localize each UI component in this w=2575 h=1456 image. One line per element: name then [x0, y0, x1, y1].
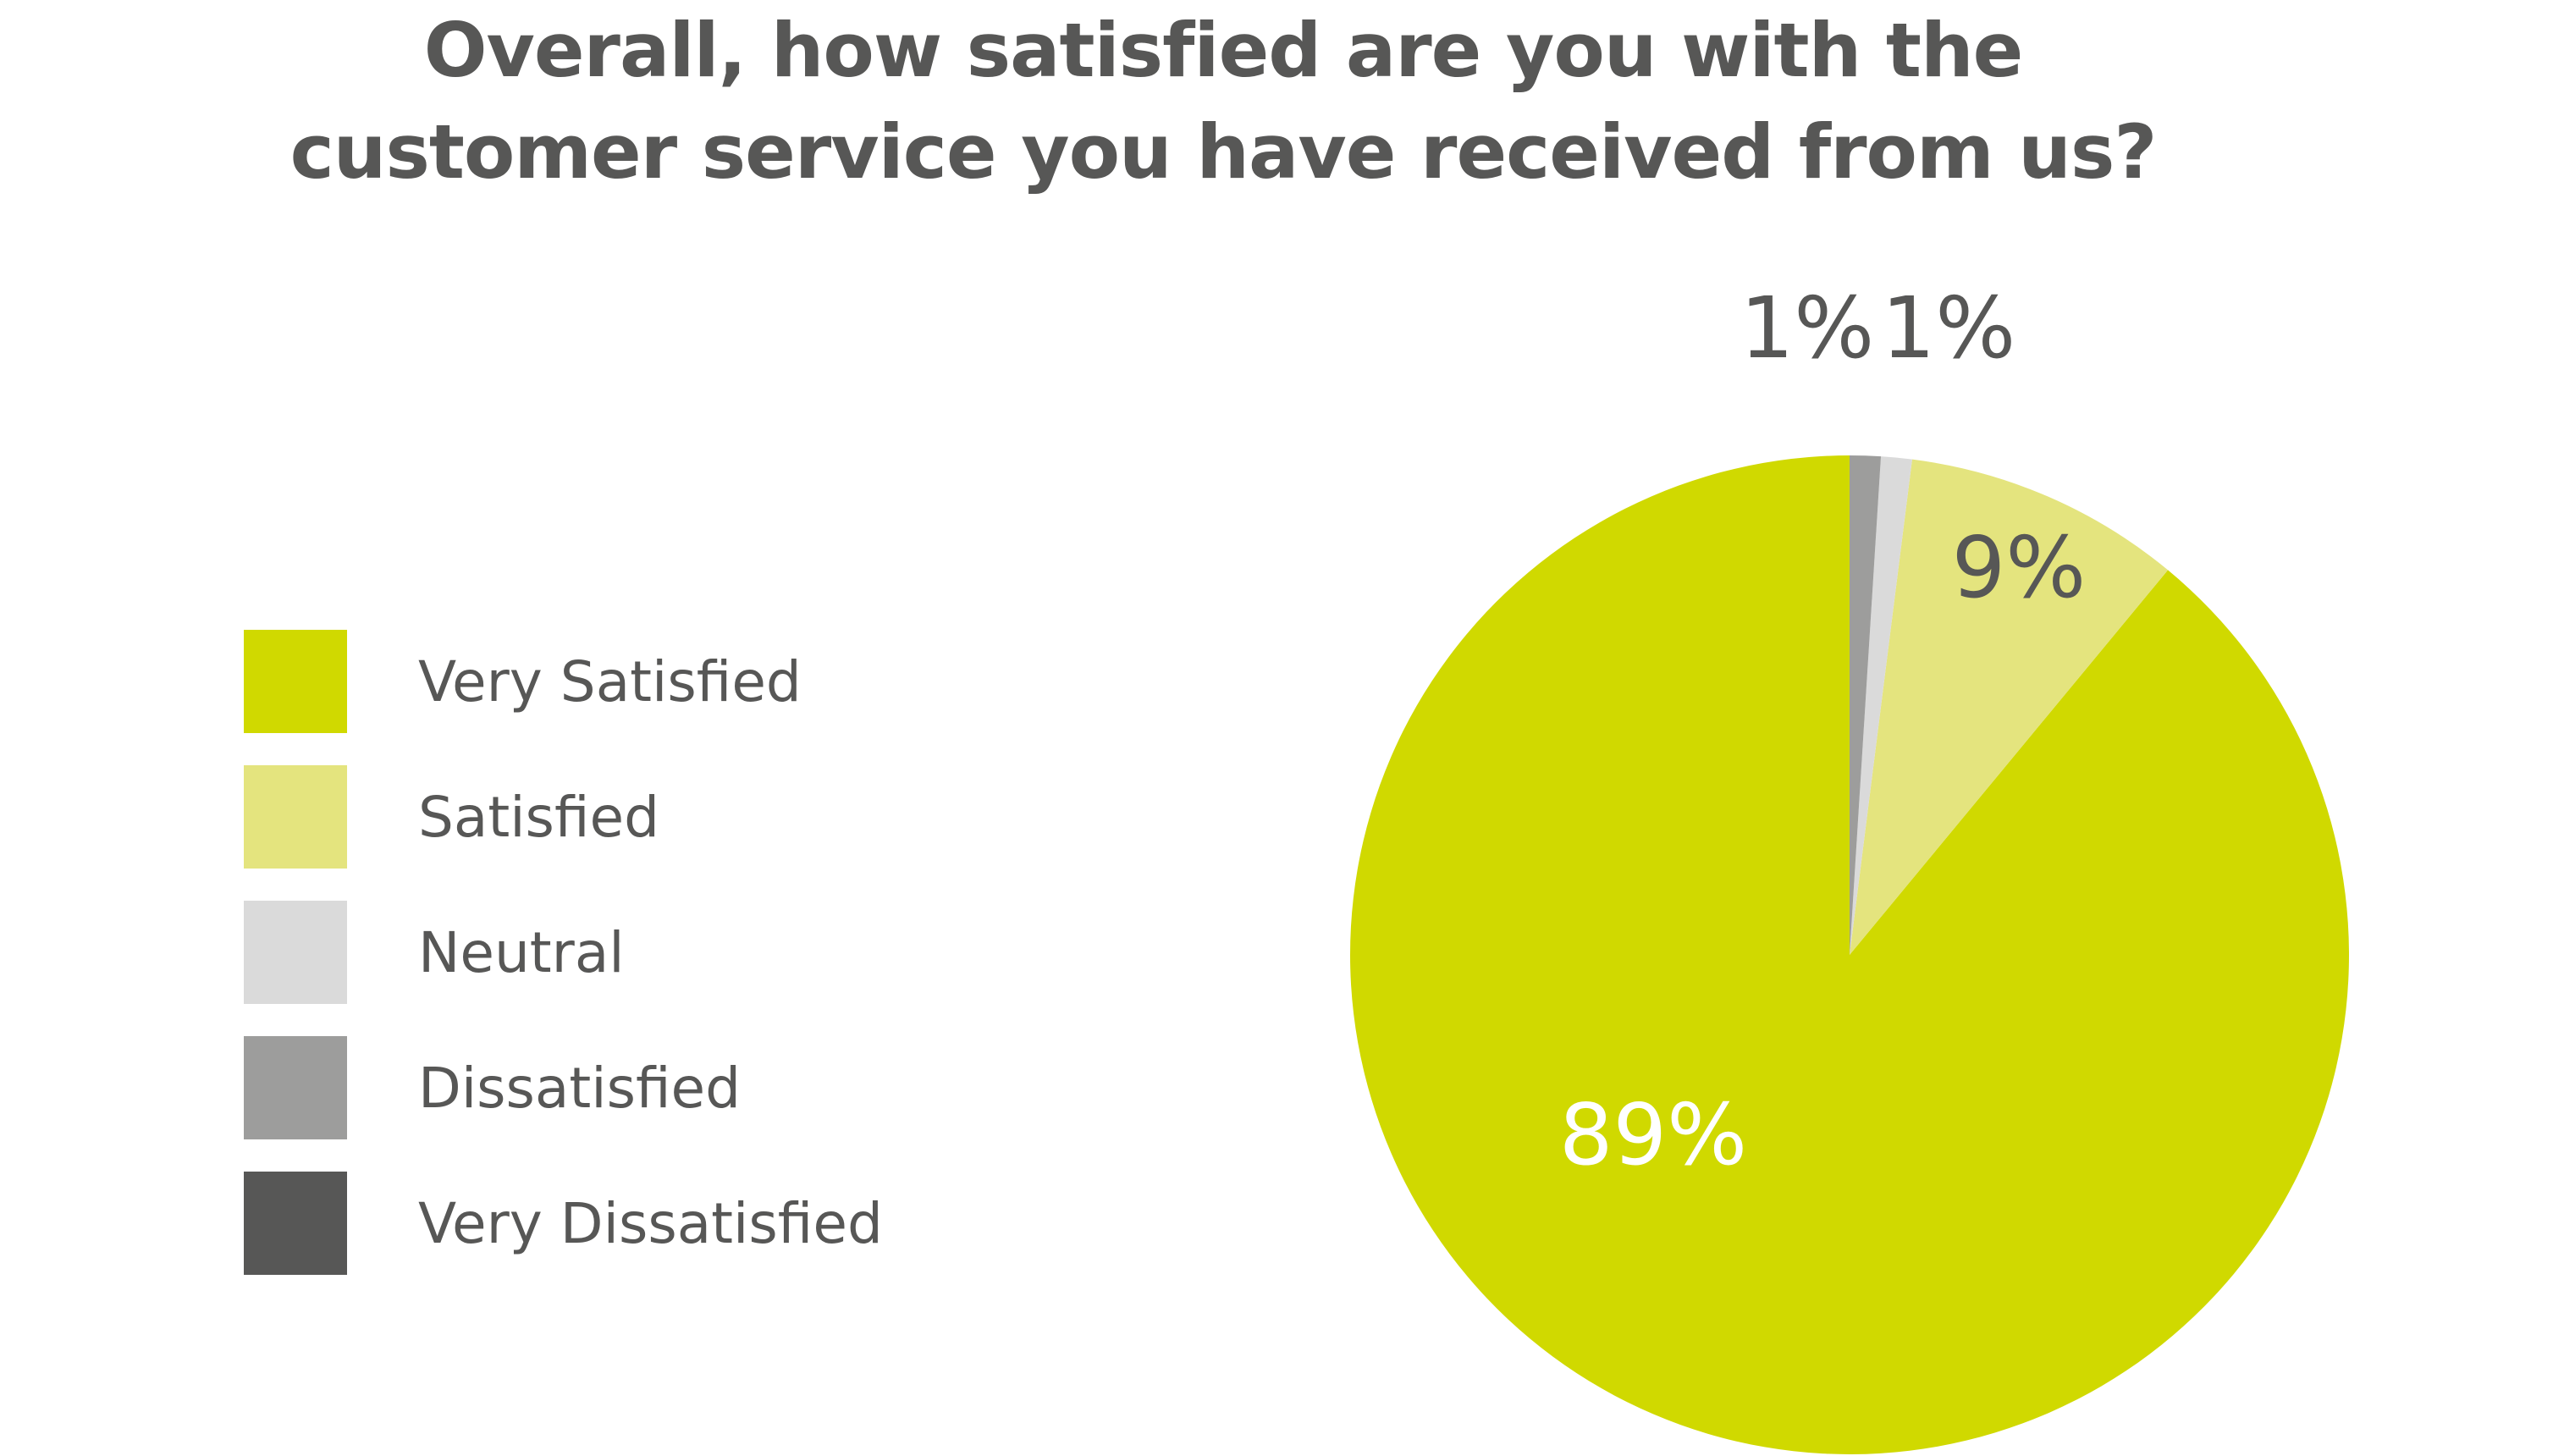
legend-item-neutral: Neutral	[244, 901, 883, 1004]
legend-item-very-satisfied: Very Satisfied	[244, 630, 883, 733]
legend-item-very-dissatisfied: Very Dissatisfied	[244, 1172, 883, 1275]
legend-label-dissatisfied: Dissatisfied	[418, 1055, 742, 1121]
legend-label-satisfied: Satisfied	[418, 784, 660, 850]
legend-swatch-dissatisfied	[244, 1036, 347, 1139]
legend-label-very-dissatisfied: Very Dissatisfied	[418, 1190, 883, 1256]
legend: Very Satisfied Satisfied Neutral Dissati…	[244, 630, 883, 1307]
legend-item-satisfied: Satisfied	[244, 765, 883, 869]
chart-title: Overall, how satisfied are you with the …	[0, 0, 2446, 203]
slice-label-very-satisfied: 89%	[1559, 1085, 1747, 1184]
pie-slice-dissatisfied	[1850, 455, 1882, 955]
legend-swatch-satisfied	[244, 765, 347, 869]
chart-title-line-1: Overall, how satisfied are you with the	[423, 7, 2024, 94]
legend-swatch-very-dissatisfied	[244, 1172, 347, 1275]
legend-label-very-satisfied: Very Satisfied	[418, 648, 802, 714]
legend-label-neutral: Neutral	[418, 919, 625, 985]
chart-title-line-2: customer service you have received from …	[289, 108, 2158, 196]
pie-slice-neutral	[1850, 456, 1912, 955]
slice-label-dissatisfied: 1%	[1740, 279, 1875, 378]
pie-slice-satisfied	[1850, 459, 2169, 955]
legend-swatch-neutral	[244, 901, 347, 1004]
slice-label-neutral: 1%	[1882, 279, 2016, 378]
slice-label-satisfied: 9%	[1952, 518, 2087, 617]
legend-item-dissatisfied: Dissatisfied	[244, 1036, 883, 1139]
legend-swatch-very-satisfied	[244, 630, 347, 733]
